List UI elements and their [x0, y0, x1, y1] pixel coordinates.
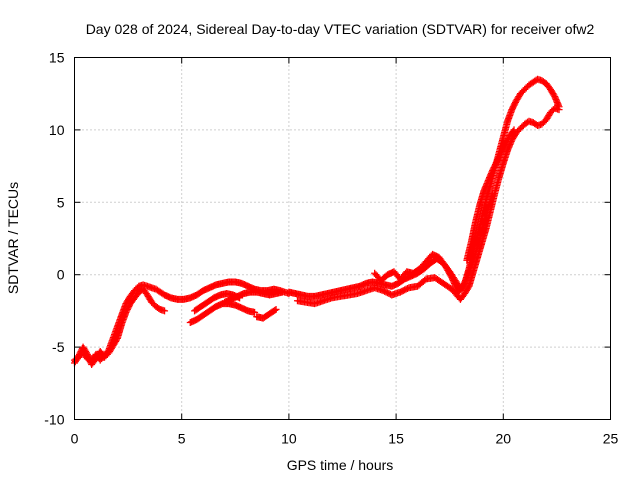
data-point [271, 306, 279, 314]
series-track-9 [371, 190, 497, 296]
series-track-4 [191, 290, 244, 315]
chart-title: Day 028 of 2024, Sidereal Day-to-day VTE… [86, 21, 595, 37]
y-tick-label: 5 [57, 194, 65, 210]
x-tick-label: 15 [388, 431, 404, 447]
data-point [510, 126, 518, 134]
y-tick-label: 10 [49, 122, 65, 138]
data-point [489, 190, 497, 198]
y-axis-label: SDTVAR / TECUs [5, 182, 21, 294]
series-track-2 [71, 285, 169, 368]
x-tick-label: 5 [178, 431, 186, 447]
series-track-3 [186, 300, 259, 326]
x-tick-label: 0 [71, 431, 79, 447]
y-tick-label: 0 [57, 267, 65, 283]
data-points [71, 75, 563, 368]
series-track-6 [253, 305, 280, 322]
data-point [251, 308, 259, 316]
y-tick-label: -5 [52, 339, 65, 355]
axis-ticks [74, 57, 611, 420]
plot-frame [74, 57, 611, 420]
data-point [161, 307, 169, 315]
grid-lines [74, 57, 611, 420]
x-tick-label: 10 [281, 431, 297, 447]
y-tick-label: 15 [49, 50, 65, 66]
x-tick-label: 25 [603, 431, 619, 447]
series-track-5 [221, 288, 286, 306]
y-tick-label: -10 [44, 412, 64, 428]
axis-tick-labels: 0 5 10 15 20 25 -10 -5 0 5 10 15 [44, 50, 618, 447]
data-point [272, 305, 280, 313]
data-point [555, 106, 563, 114]
x-tick-label: 20 [496, 431, 512, 447]
data-point [509, 127, 517, 135]
x-axis-label: GPS time / hours [287, 457, 394, 473]
data-point [278, 288, 286, 296]
series-track-10 [463, 126, 518, 264]
